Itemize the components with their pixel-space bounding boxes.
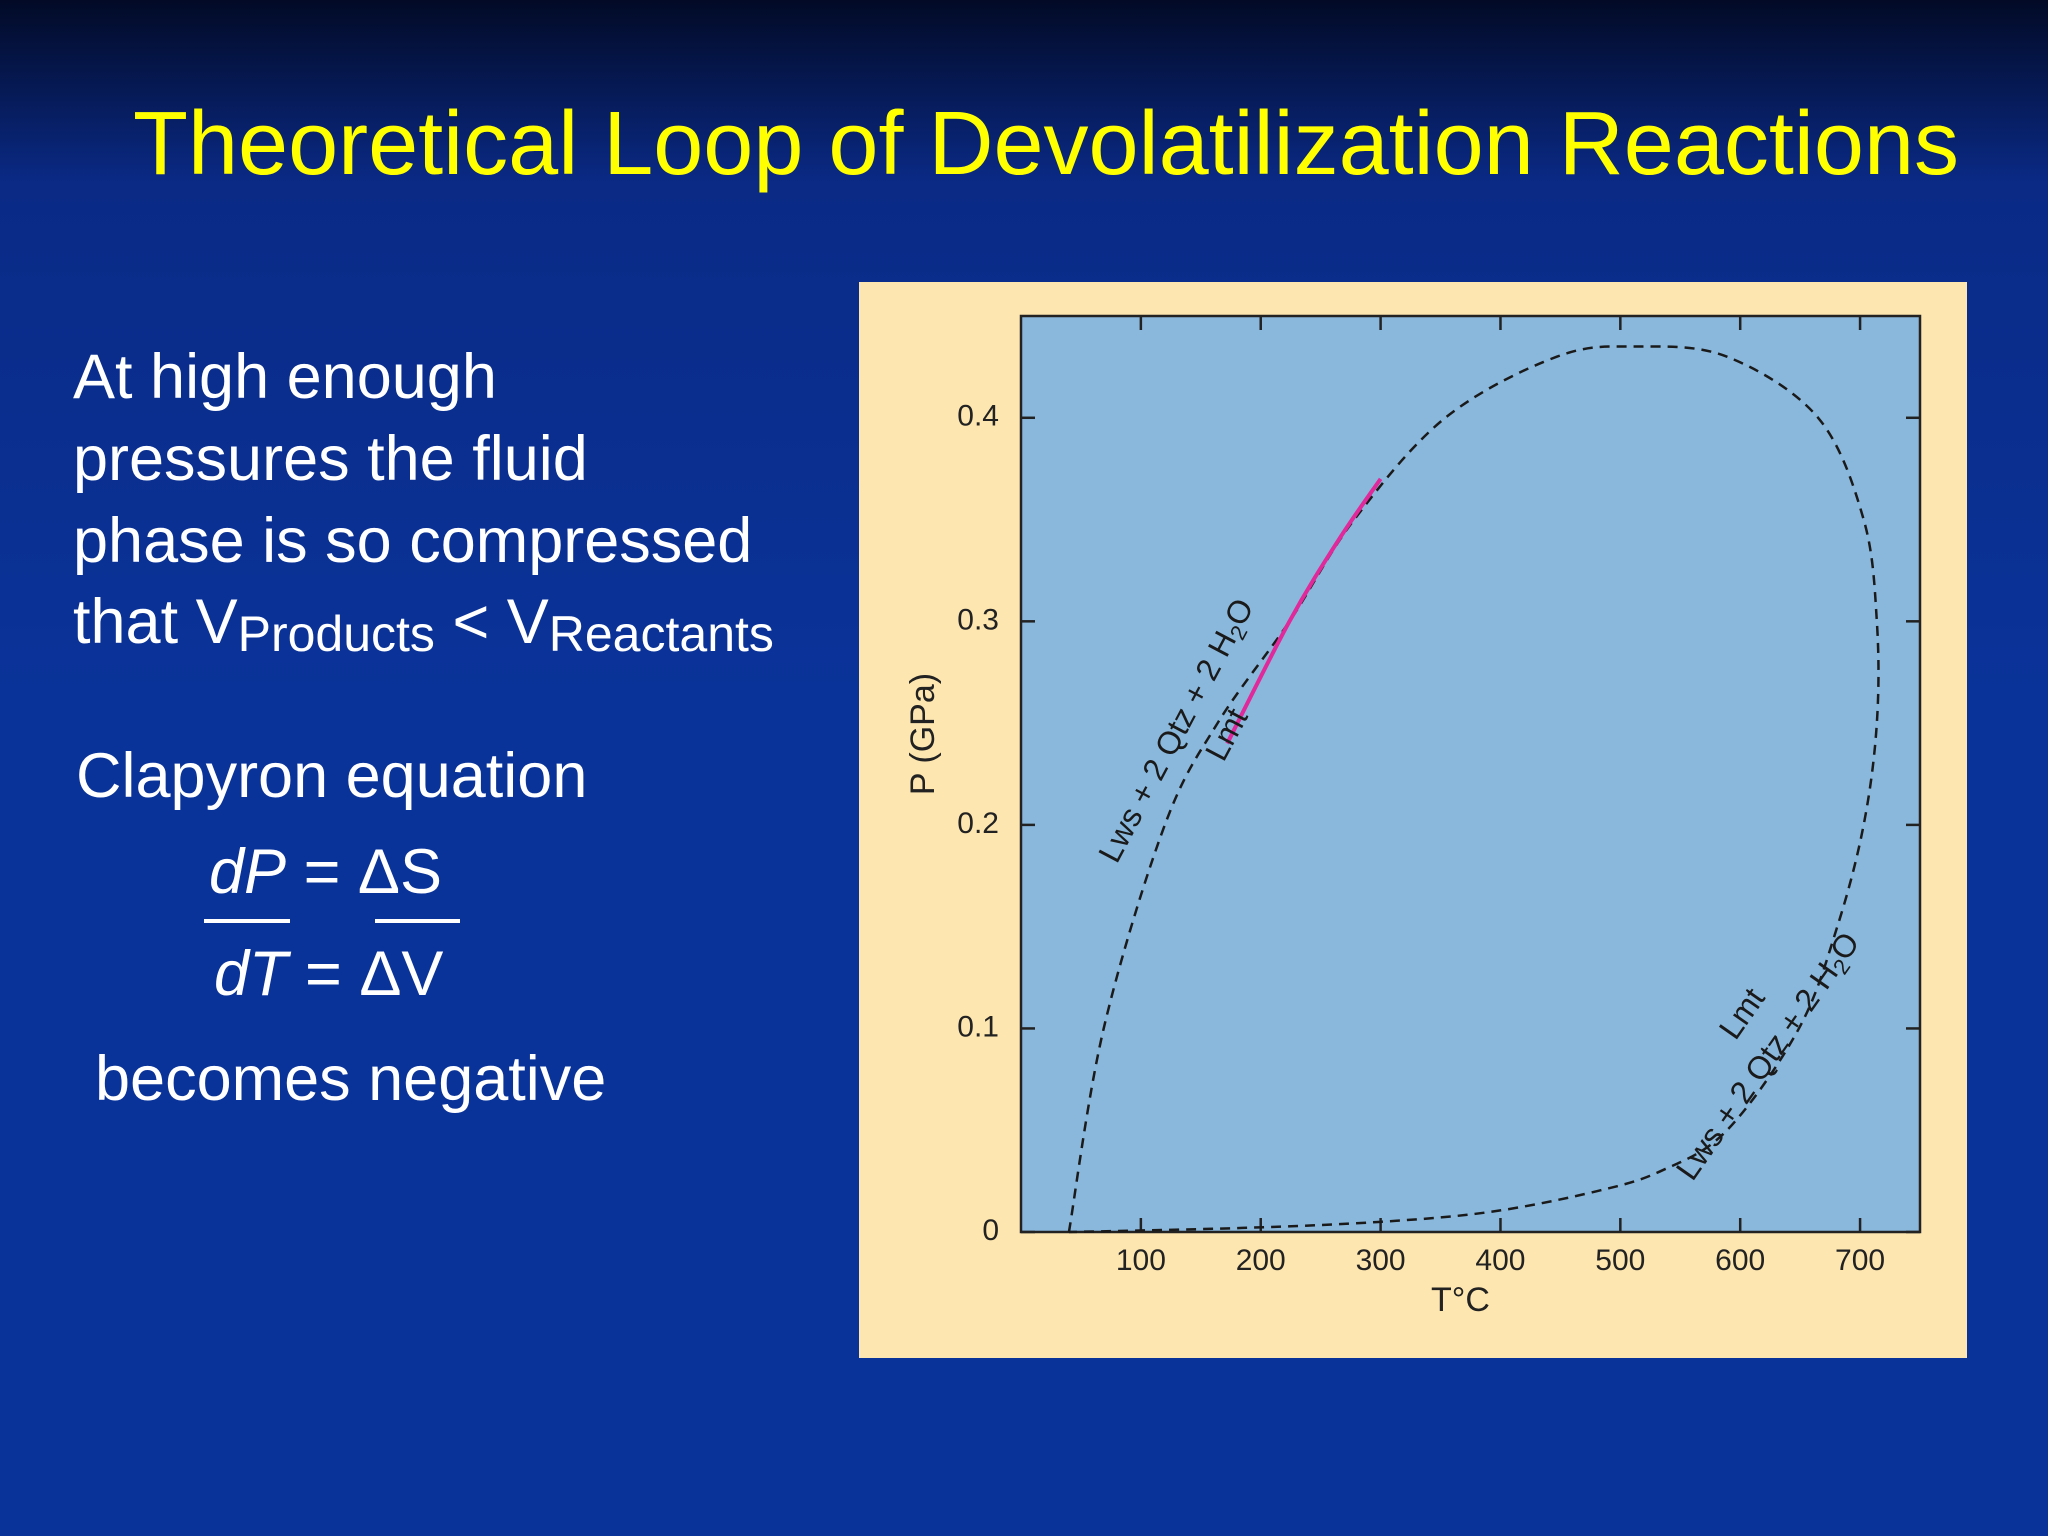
text-run: dT bbox=[214, 939, 292, 1009]
equation-line: dP = ΔS bbox=[209, 837, 442, 907]
x-tick-label: 200 bbox=[1236, 1244, 1286, 1277]
text-run: = bbox=[286, 837, 358, 907]
x-axis-title: T°C bbox=[1431, 1281, 1490, 1319]
text-run: ΔV bbox=[359, 939, 443, 1009]
y-axis-title: P (GPa) bbox=[904, 673, 942, 795]
body-line: phase is so compressed bbox=[73, 506, 752, 576]
x-tick-label: 600 bbox=[1715, 1244, 1765, 1277]
body-text: At high enough pressures the fluid phase… bbox=[73, 342, 774, 1114]
y-tick-label: 0.3 bbox=[957, 603, 999, 636]
body-line: pressures the fluid bbox=[73, 424, 588, 494]
y-tick-label: 0.1 bbox=[957, 1010, 999, 1043]
plot-area bbox=[1019, 314, 1922, 1234]
x-tick-label: 700 bbox=[1835, 1244, 1885, 1277]
body-line: becomes negative bbox=[95, 1044, 606, 1114]
slide-title: Theoretical Loop of Devolatilization Rea… bbox=[133, 94, 1959, 194]
body-line: that VProducts < VReactants bbox=[73, 587, 774, 662]
x-tick-label: 500 bbox=[1595, 1244, 1645, 1277]
y-tick-label: 0.4 bbox=[957, 400, 999, 433]
subscript: Products bbox=[238, 606, 435, 662]
text-run: that V bbox=[73, 587, 238, 657]
text-run: ΔS bbox=[358, 837, 442, 907]
body-line: At high enough bbox=[73, 342, 497, 412]
x-tick-label: 400 bbox=[1475, 1244, 1525, 1277]
y-tick-label: 0.2 bbox=[957, 807, 999, 840]
x-tick-label: 300 bbox=[1356, 1244, 1406, 1277]
x-tick-label: 100 bbox=[1116, 1244, 1166, 1277]
subscript: Reactants bbox=[549, 606, 774, 662]
equation-line: dT = ΔV bbox=[214, 939, 443, 1009]
text-run: = bbox=[288, 939, 360, 1009]
equation-heading: Clapyron equation bbox=[76, 741, 587, 811]
highlight-curve bbox=[1225, 477, 1383, 745]
text-run: < V bbox=[435, 587, 549, 657]
dashed-curve bbox=[1067, 345, 1880, 1234]
text-run: dP bbox=[209, 837, 286, 907]
y-tick-label: 0 bbox=[982, 1214, 999, 1247]
